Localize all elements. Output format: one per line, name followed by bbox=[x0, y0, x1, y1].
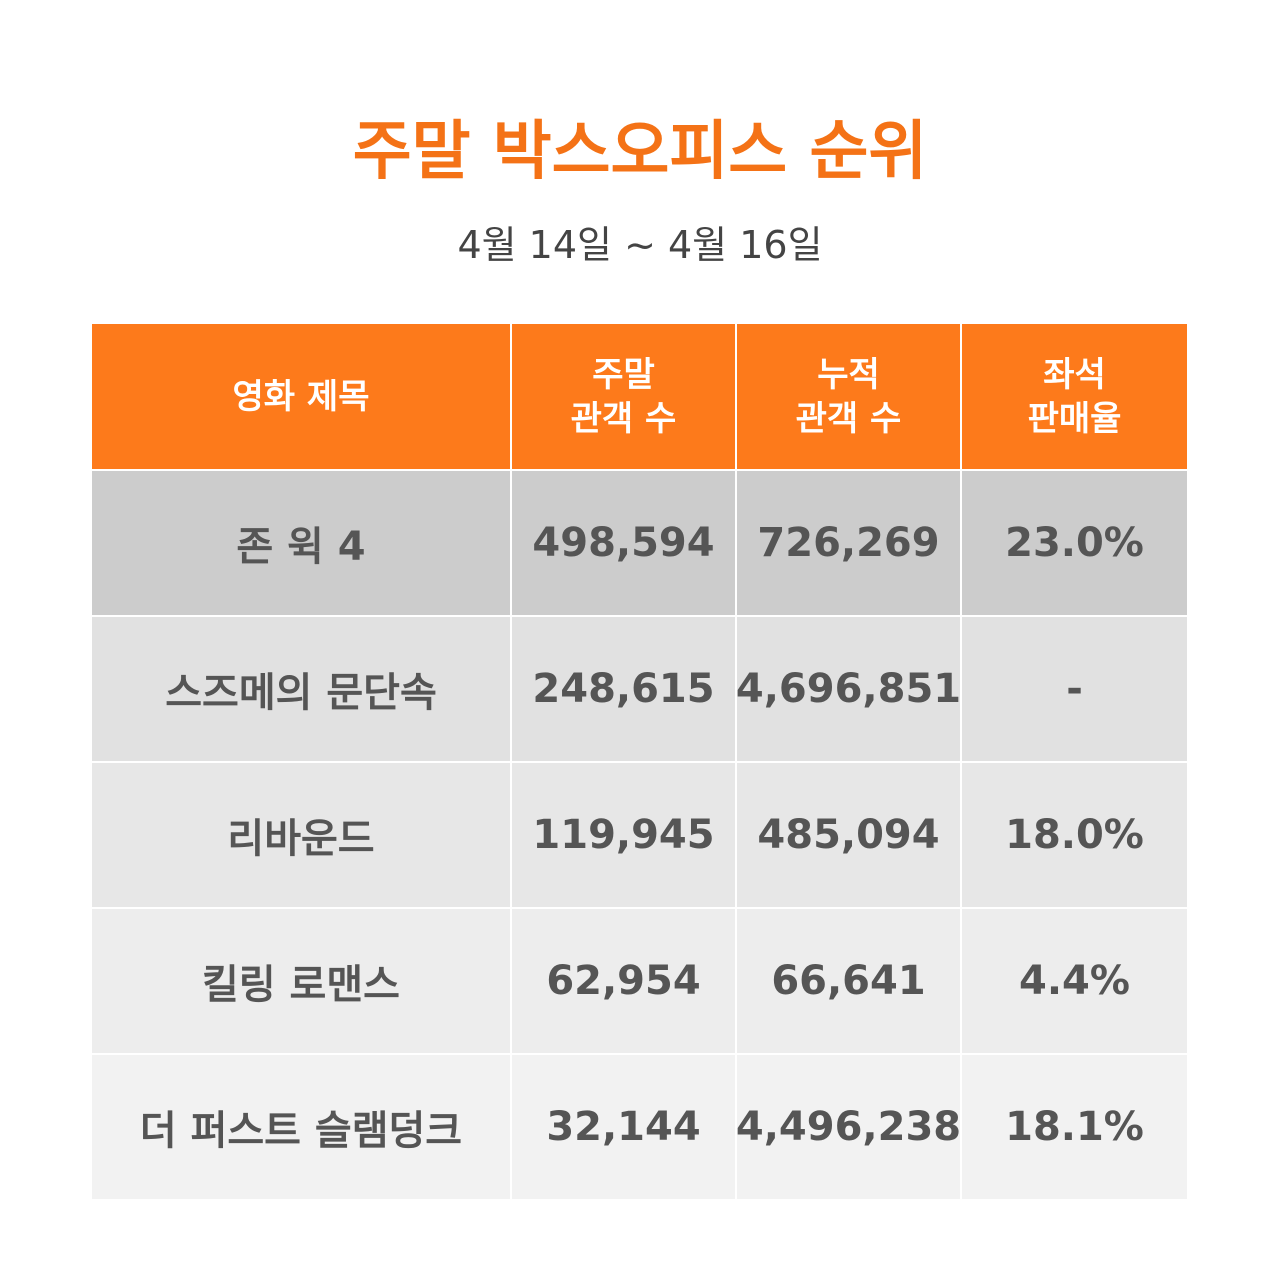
table-cell: 726,269 bbox=[737, 471, 960, 615]
title: 주말 박스오피스 순위 bbox=[352, 115, 928, 189]
subtitle: 4월 14일 ~ 4월 16일 bbox=[457, 223, 823, 267]
header-cell: 누적 관객 수 bbox=[737, 324, 960, 469]
table-cell: 4,496,238 bbox=[736, 1055, 961, 1199]
table-cell: 23.0% bbox=[962, 471, 1187, 615]
table-cell: 66,641 bbox=[737, 909, 960, 1053]
table-cell: 32,144 bbox=[512, 1055, 735, 1199]
header-text: 영화 제목 bbox=[232, 376, 370, 417]
table-cell: 62,954 bbox=[512, 909, 735, 1053]
table: 영화 제목 주말 관객 수 누적 관객 수 좌석 판매율 존 윅 4 498,594 726,26… bbox=[92, 324, 1187, 1199]
table-cell: 498,594 bbox=[512, 471, 735, 615]
header-cell: 주말 관객 수 bbox=[512, 324, 735, 469]
header-text: 주말 bbox=[592, 354, 655, 395]
table-cell: 리바운드 bbox=[92, 763, 510, 907]
header-cell: 좌석 판매율 bbox=[962, 324, 1187, 469]
header-text: 관객 수 bbox=[570, 398, 677, 439]
table-cell: 더 퍼스트 슬램덩크 bbox=[92, 1055, 510, 1199]
table-cell: - bbox=[962, 617, 1187, 761]
table-cell: 킬링 로맨스 bbox=[92, 909, 510, 1053]
header-cell: 영화 제목 bbox=[92, 324, 510, 469]
table-cell: 119,945 bbox=[512, 763, 735, 907]
header-text: 판매율 bbox=[1027, 398, 1122, 439]
table-cell: 스즈메의 문단속 bbox=[92, 617, 510, 761]
table-cell: 18.0% bbox=[962, 763, 1187, 907]
table-cell: 4.4% bbox=[962, 909, 1187, 1053]
table-cell: 18.1% bbox=[962, 1055, 1187, 1199]
table-cell: 485,094 bbox=[737, 763, 960, 907]
table-cell: 존 윅 4 bbox=[92, 471, 510, 615]
header-text: 좌석 bbox=[1043, 354, 1106, 395]
header-text: 관객 수 bbox=[795, 398, 902, 439]
table-cell: 4,696,851 bbox=[736, 617, 961, 761]
header-text: 누적 bbox=[817, 354, 880, 395]
table-cell: 248,615 bbox=[512, 617, 735, 761]
